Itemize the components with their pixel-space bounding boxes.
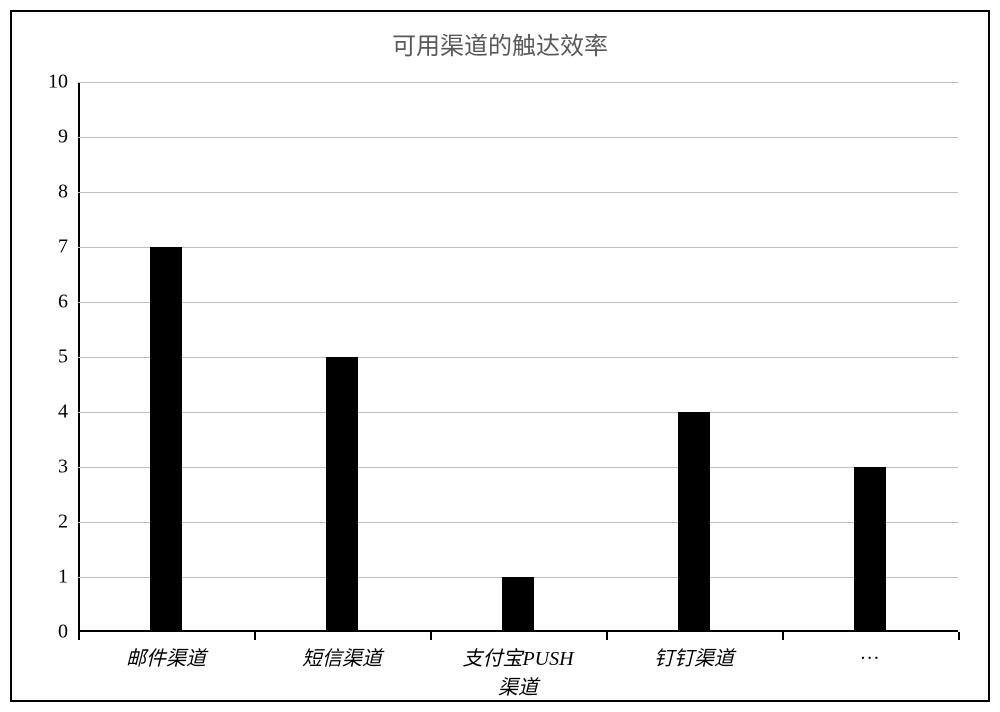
x-tick-mark	[78, 632, 80, 640]
gridline	[78, 247, 958, 248]
x-tick-label: 短信渠道	[302, 642, 382, 671]
x-tick-mark	[606, 632, 608, 640]
gridline	[78, 357, 958, 358]
x-tick-label: 钉钉渠道	[654, 642, 734, 671]
chart-title: 可用渠道的触达效率	[12, 26, 988, 61]
bar	[150, 247, 182, 632]
y-tick-label: 8	[58, 181, 68, 204]
gridline	[78, 137, 958, 138]
x-tick-mark	[958, 632, 960, 640]
gridline	[78, 522, 958, 523]
y-tick-label: 0	[58, 621, 68, 644]
x-tick-label: …	[861, 642, 879, 665]
x-tick-mark	[430, 632, 432, 640]
y-tick-label: 3	[58, 456, 68, 479]
bar	[326, 357, 358, 632]
x-tick-mark	[254, 632, 256, 640]
plot-area: 012345678910邮件渠道短信渠道支付宝PUSH 渠道钉钉渠道…	[78, 82, 958, 632]
gridline	[78, 302, 958, 303]
gridline	[78, 412, 958, 413]
y-tick-label: 6	[58, 291, 68, 314]
bar	[502, 577, 534, 632]
gridline	[78, 467, 958, 468]
y-tick-label: 9	[58, 126, 68, 149]
x-tick-label: 支付宝PUSH 渠道	[462, 642, 573, 700]
y-tick-label: 10	[48, 71, 68, 94]
bar	[854, 467, 886, 632]
y-tick-label: 2	[58, 511, 68, 534]
bar	[678, 412, 710, 632]
x-tick-mark	[782, 632, 784, 640]
x-tick-label: 邮件渠道	[126, 642, 206, 671]
y-tick-label: 7	[58, 236, 68, 259]
y-tick-label: 4	[58, 401, 68, 424]
y-tick-label: 5	[58, 346, 68, 369]
gridline	[78, 192, 958, 193]
chart-frame: 可用渠道的触达效率 012345678910邮件渠道短信渠道支付宝PUSH 渠道…	[10, 10, 990, 702]
gridline	[78, 82, 958, 83]
y-tick-label: 1	[58, 566, 68, 589]
